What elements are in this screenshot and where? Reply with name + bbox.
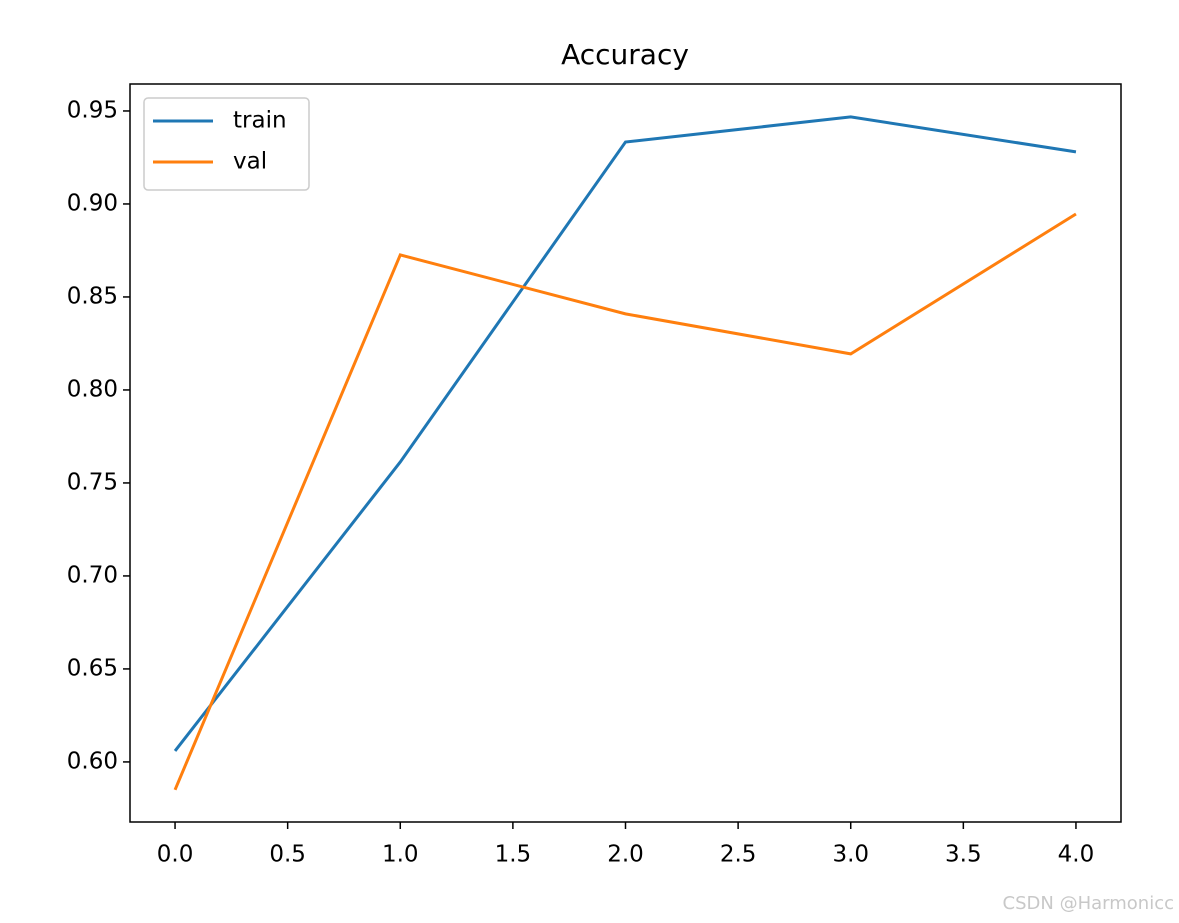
x-tick-label: 4.0 [1058,842,1095,868]
x-tick-label: 1.5 [495,842,532,868]
y-tick-label: 0.60 [67,748,118,774]
plot-frame [129,83,1122,823]
x-tick-label: 0.0 [157,842,194,868]
y-tick-label: 0.70 [67,562,118,588]
x-tick-label: 1.0 [382,842,419,868]
x-tick-label: 3.5 [945,842,982,868]
x-tick-label: 0.5 [269,842,306,868]
y-tick-label: 0.90 [67,190,118,216]
y-tick-label: 0.65 [67,655,118,681]
legend-label: val [233,149,267,175]
x-tick-label: 2.5 [720,842,757,868]
y-tick-label: 0.75 [67,469,118,495]
series-line [173,212,1077,791]
legend-label: train [233,108,287,134]
y-tick-label: 0.80 [67,376,118,402]
x-tick-label: 2.0 [607,842,644,868]
x-tick-label: 3.0 [832,842,869,868]
y-tick-label: 0.85 [67,283,118,309]
series-line [173,115,1077,752]
watermark: CSDN @Harmonicc [1003,893,1174,914]
y-tick-label: 0.95 [67,97,118,123]
chart-title: Accuracy [561,38,689,71]
